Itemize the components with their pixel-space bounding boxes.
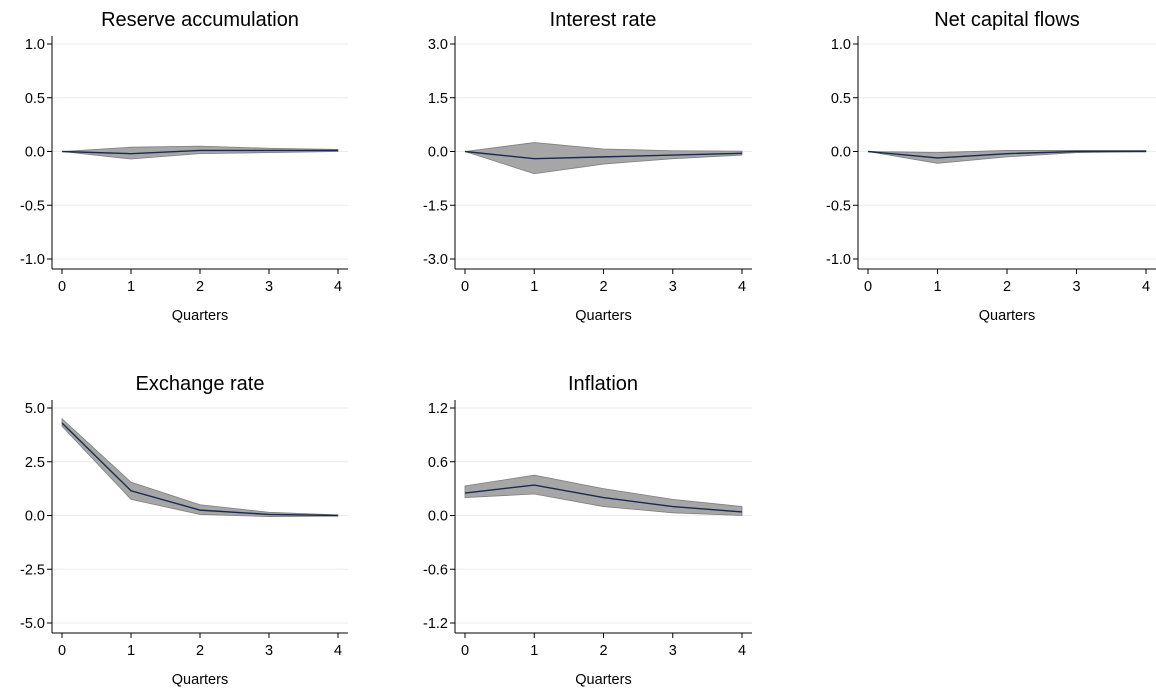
y-tick-label: 2.5: [25, 455, 45, 471]
y-tick-label: 0.0: [428, 145, 448, 161]
x-tick-label: 1: [933, 279, 941, 295]
x-tick-label: 1: [127, 643, 135, 659]
chart-title: Reserve accumulation: [101, 9, 299, 31]
estimate-line: [867, 150, 1146, 159]
y-tick-label: 0.0: [25, 509, 45, 525]
x-tick-label: 3: [1072, 279, 1080, 295]
y-tick-label: -1.0: [826, 252, 851, 268]
confidence-band: [867, 150, 1147, 164]
y-tick-label: 3.0: [428, 37, 448, 53]
y-tick-label: 1.0: [831, 37, 851, 53]
confidence-band: [464, 142, 743, 175]
x-tick-label: 1: [127, 279, 135, 295]
y-tick-label: 0.5: [25, 91, 45, 107]
y-tick-label: -2.5: [20, 562, 45, 578]
y-tick-label: -1.2: [423, 616, 448, 632]
y-tick-label: -5.0: [20, 616, 45, 632]
y-tick-label: 0.5: [831, 91, 851, 107]
y-tick-label: 5.0: [25, 401, 45, 417]
estimate-line: [464, 150, 743, 160]
y-tick-label: 0.6: [428, 455, 448, 471]
y-tick-label: -0.5: [20, 198, 45, 214]
x-tick-label: 0: [461, 643, 469, 659]
y-tick-label: -1.0: [20, 252, 45, 268]
x-axis-label: Quarters: [575, 308, 631, 324]
confidence-band: [464, 474, 743, 516]
x-tick-label: 0: [58, 643, 66, 659]
x-tick-label: 4: [334, 279, 342, 295]
y-tick-label: 1.2: [428, 401, 448, 417]
x-tick-label: 1: [530, 643, 538, 659]
x-tick-label: 2: [1003, 279, 1011, 295]
x-tick-label: 2: [196, 279, 204, 295]
x-axis-label: Quarters: [172, 308, 228, 324]
x-tick-label: 0: [58, 279, 66, 295]
x-tick-label: 2: [599, 279, 607, 295]
x-tick-label: 4: [1142, 279, 1150, 295]
y-tick-label: -3.0: [423, 252, 448, 268]
x-axis-label: Quarters: [979, 308, 1035, 324]
chart-title: Inflation: [568, 373, 638, 395]
estimate-line: [464, 484, 743, 513]
y-tick-label: 0.0: [831, 145, 851, 161]
x-tick-label: 4: [738, 643, 746, 659]
chart-title: Exchange rate: [136, 373, 265, 395]
confidence-band: [61, 417, 339, 517]
chart-panel-3: 1.0 0.5 0.0 -0.5 -1.0 0 1 2 3 4 Net capital flows Q…: [826, 9, 1156, 324]
x-tick-label: 4: [334, 643, 342, 659]
y-tick-label: 0.0: [428, 509, 448, 525]
x-tick-label: 1: [530, 279, 538, 295]
x-tick-label: 3: [669, 643, 677, 659]
x-axis-label: Quarters: [172, 672, 228, 688]
y-tick-label: -0.5: [826, 198, 851, 214]
y-tick-label: 1.0: [25, 37, 45, 53]
x-tick-label: 2: [599, 643, 607, 659]
x-tick-label: 0: [864, 279, 872, 295]
chart-title: Interest rate: [550, 9, 657, 31]
y-tick-label: -0.6: [423, 562, 448, 578]
x-tick-label: 4: [738, 279, 746, 295]
chart-panel-5: 1.2 0.6 0.0 -0.6 -1.2 0 1 2 3 4 Inflation Quarters: [423, 373, 752, 688]
x-axis-label: Quarters: [575, 672, 631, 688]
x-tick-label: 2: [196, 643, 204, 659]
chart-title: Net capital flows: [934, 9, 1080, 31]
y-tick-label: -1.5: [423, 198, 448, 214]
y-tick-label: 1.5: [428, 91, 448, 107]
chart-panel-4: 5.0 2.5 0.0 -2.5 -5.0 0 1 2 3 4 Exchange rate Quart…: [20, 373, 348, 688]
chart-panel-2: 3.0 1.5 0.0 -1.5 -3.0 0 1 2 3 4 Interest rate Quart…: [423, 9, 752, 324]
x-tick-label: 3: [265, 279, 273, 295]
y-tick-label: 0.0: [25, 145, 45, 161]
x-tick-label: 3: [265, 643, 273, 659]
x-tick-label: 3: [669, 279, 677, 295]
chart-panel-1: 1.0 0.5 0.0 -0.5 -1.0 0 1 2 3 4 Reserve accumulati…: [20, 9, 348, 324]
x-tick-label: 0: [461, 279, 469, 295]
estimate-line: [61, 422, 339, 517]
estimate-line: [61, 149, 338, 155]
